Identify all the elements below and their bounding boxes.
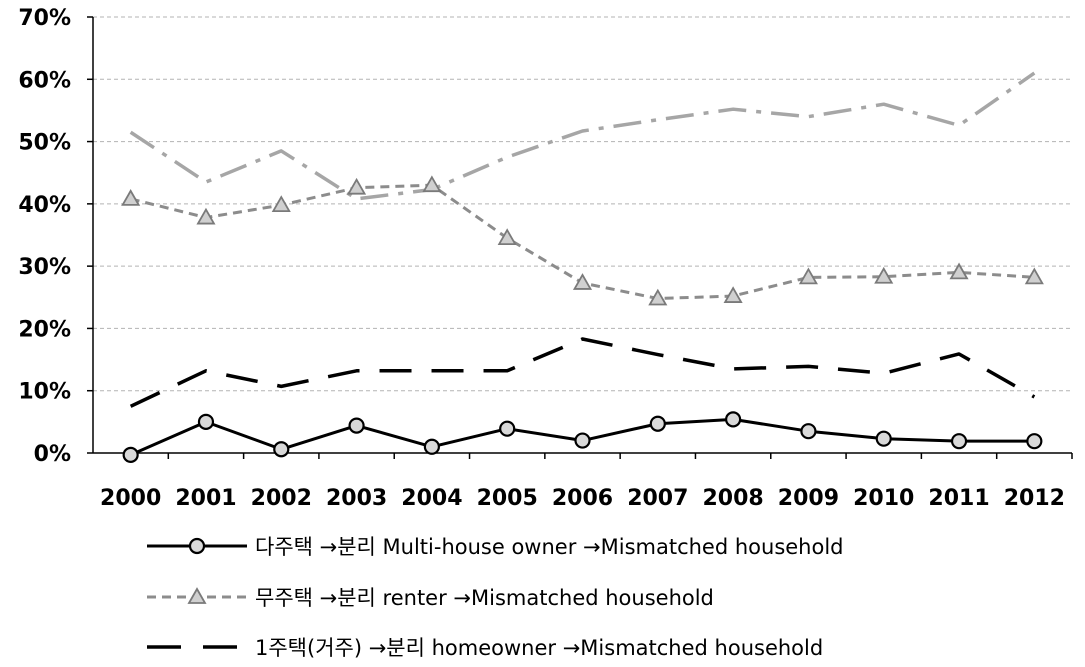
- data-point-renter: [723, 286, 743, 303]
- data-point-renter: [347, 177, 367, 195]
- x-tick-label: 2001: [175, 486, 236, 511]
- data-point-multi: [875, 430, 892, 447]
- y-tick-label: 0%: [34, 442, 71, 467]
- data-point-multi: [1026, 433, 1043, 450]
- legend-item-homeowner: 1주택(거주) →분리 homeowner →Mismatched househ…: [147, 636, 823, 660]
- data-point-multi: [725, 411, 742, 428]
- data-point-renter: [572, 273, 593, 290]
- series-multi: [122, 411, 1043, 463]
- axes: [87, 16, 1073, 459]
- data-point-multi: [499, 420, 516, 437]
- data-point-renter: [949, 262, 969, 280]
- y-tick-label: 70%: [18, 6, 71, 31]
- data-point-renter: [121, 189, 141, 206]
- legend-item-renter: 무주택 →분리 renter →Mismatched household: [147, 586, 714, 610]
- data-point-renter: [271, 195, 291, 213]
- legend-marker-renter: [187, 587, 207, 604]
- x-tick-label: 2003: [326, 486, 387, 511]
- data-point-renter: [1024, 267, 1044, 285]
- x-tick-label: 2006: [552, 486, 613, 511]
- y-tick-labels: 0% 10% 20% 30% 40% 50% 60% 70%: [18, 6, 71, 467]
- series-dashdot: [129, 71, 1036, 201]
- series-renter: [121, 175, 1044, 306]
- series-line-homeowner: [129, 337, 1036, 408]
- legend-marker-multi: [188, 537, 206, 555]
- x-tick-label: 2000: [100, 486, 161, 511]
- series-homeowner: [129, 337, 1036, 408]
- data-point-renter: [196, 207, 216, 225]
- legend-item-multi: 다주택 →분리 Multi-house owner →Mismatched ho…: [147, 535, 844, 559]
- data-point-multi: [649, 415, 666, 432]
- y-tick-label: 10%: [18, 380, 71, 405]
- data-point-renter: [497, 228, 517, 246]
- y-tick-label: 40%: [18, 193, 71, 218]
- data-point-multi: [197, 413, 215, 430]
- y-tick-label: 50%: [18, 131, 71, 156]
- x-tick-label: 2005: [477, 486, 538, 511]
- data-point-renter: [648, 288, 668, 306]
- data-point-multi: [122, 446, 139, 463]
- legend: 다주택 →분리 Multi-house owner →Mismatched ho…: [147, 535, 844, 660]
- x-tick-label: 2002: [251, 486, 312, 511]
- x-tick-label: 2010: [853, 486, 914, 511]
- x-tick-label: 2007: [627, 486, 688, 511]
- data-point-renter: [874, 266, 894, 284]
- data-point-multi: [574, 432, 591, 449]
- series-group: [121, 71, 1044, 463]
- y-tick-label: 20%: [18, 317, 71, 342]
- x-tick-label: 2004: [401, 486, 462, 511]
- x-tick-label: 2008: [702, 486, 763, 511]
- legend-label-renter: 무주택 →분리 renter →Mismatched household: [255, 586, 714, 610]
- x-tick-label: 2009: [778, 486, 839, 511]
- legend-label-homeowner: 1주택(거주) →분리 homeowner →Mismatched househ…: [255, 636, 823, 660]
- data-point-multi: [950, 433, 968, 450]
- x-tick-labels: 2000 2001 2002 2003 2004 2005 2006 2007 2008 2009…: [100, 486, 1065, 511]
- data-point-multi: [800, 423, 817, 440]
- y-tick-label: 30%: [18, 255, 71, 280]
- series-line-dashdot: [129, 71, 1036, 201]
- x-tick-label: 2012: [1004, 486, 1065, 511]
- legend-label-multi: 다주택 →분리 Multi-house owner →Mismatched ho…: [255, 535, 844, 559]
- data-point-multi: [423, 438, 440, 455]
- data-point-renter: [422, 175, 442, 193]
- data-point-renter: [798, 267, 818, 285]
- data-point-multi: [348, 417, 365, 434]
- gridlines: [93, 16, 1072, 392]
- data-point-multi: [273, 441, 290, 458]
- x-tick-label: 2011: [928, 486, 989, 511]
- y-tick-label: 60%: [18, 68, 71, 93]
